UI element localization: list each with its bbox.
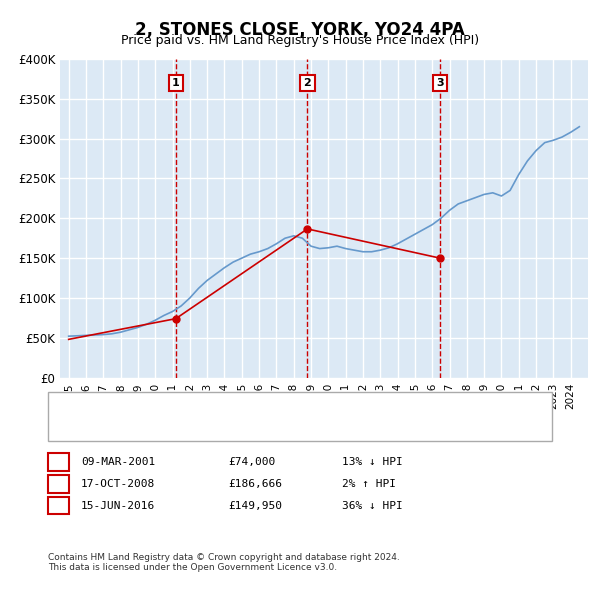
Text: Price paid vs. HM Land Registry's House Price Index (HPI): Price paid vs. HM Land Registry's House … bbox=[121, 34, 479, 47]
Text: £186,666: £186,666 bbox=[228, 479, 282, 489]
Text: 3: 3 bbox=[55, 501, 62, 510]
Text: 1: 1 bbox=[55, 457, 62, 467]
Text: £74,000: £74,000 bbox=[228, 457, 275, 467]
Text: 17-OCT-2008: 17-OCT-2008 bbox=[81, 479, 155, 489]
Text: 36% ↓ HPI: 36% ↓ HPI bbox=[342, 501, 403, 510]
Text: HPI: Average price, semi-detached house, York: HPI: Average price, semi-detached house,… bbox=[93, 425, 337, 434]
Text: £149,950: £149,950 bbox=[228, 501, 282, 510]
Text: 2: 2 bbox=[304, 78, 311, 88]
Text: 3: 3 bbox=[436, 78, 444, 88]
Text: This data is licensed under the Open Government Licence v3.0.: This data is licensed under the Open Gov… bbox=[48, 563, 337, 572]
Text: 13% ↓ HPI: 13% ↓ HPI bbox=[342, 457, 403, 467]
Text: ——: —— bbox=[69, 422, 97, 437]
Text: 2, STONES CLOSE, YORK, YO24 4PA: 2, STONES CLOSE, YORK, YO24 4PA bbox=[135, 21, 465, 39]
Text: Contains HM Land Registry data © Crown copyright and database right 2024.: Contains HM Land Registry data © Crown c… bbox=[48, 553, 400, 562]
Text: ——: —— bbox=[69, 402, 97, 416]
Text: 15-JUN-2016: 15-JUN-2016 bbox=[81, 501, 155, 510]
Text: 2% ↑ HPI: 2% ↑ HPI bbox=[342, 479, 396, 489]
Text: 09-MAR-2001: 09-MAR-2001 bbox=[81, 457, 155, 467]
Text: 1: 1 bbox=[172, 78, 179, 88]
Text: 2, STONES CLOSE, YORK, YO24 4PA (semi-detached house): 2, STONES CLOSE, YORK, YO24 4PA (semi-de… bbox=[93, 404, 400, 414]
Text: 2: 2 bbox=[55, 479, 62, 489]
